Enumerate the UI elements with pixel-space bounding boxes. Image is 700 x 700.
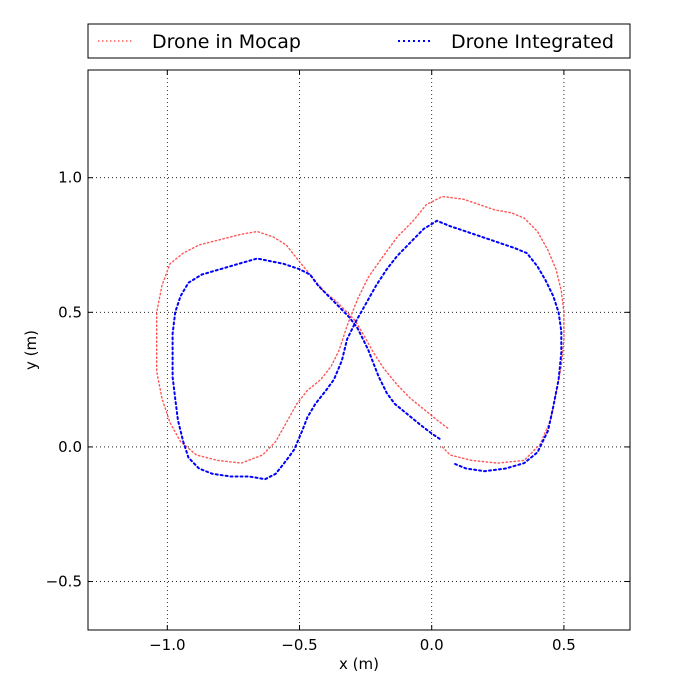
axis-ticks: −1.0 −0.5 0.0 0.5 −0.5 0.0 0.5 1.0: [46, 70, 630, 654]
legend-label-mocap: Drone in Mocap: [152, 31, 301, 53]
x-tick-label: 0.5: [552, 636, 576, 654]
y-axis-label: y (m): [22, 330, 40, 370]
y-tick-label: −0.5: [46, 573, 82, 591]
y-tick-label: 1.0: [58, 169, 82, 187]
legend-box: [87, 23, 631, 59]
series-line-mocap: [155, 195, 565, 464]
legend-label-integrated: Drone Integrated: [451, 31, 614, 53]
plot-series: [155, 195, 565, 481]
plot-frame: [87, 69, 631, 631]
y-tick-label: 0.0: [58, 438, 82, 456]
series-line-integrated: [171, 219, 563, 481]
x-tick-label: −0.5: [281, 636, 317, 654]
x-tick-label: 0.0: [420, 636, 444, 654]
x-tick-label: −1.0: [149, 636, 185, 654]
grid-lines: [88, 70, 630, 630]
x-axis-label: x (m): [339, 655, 379, 673]
y-tick-label: 0.5: [58, 303, 82, 321]
legend: Drone in Mocap Drone Integrated: [87, 23, 631, 59]
